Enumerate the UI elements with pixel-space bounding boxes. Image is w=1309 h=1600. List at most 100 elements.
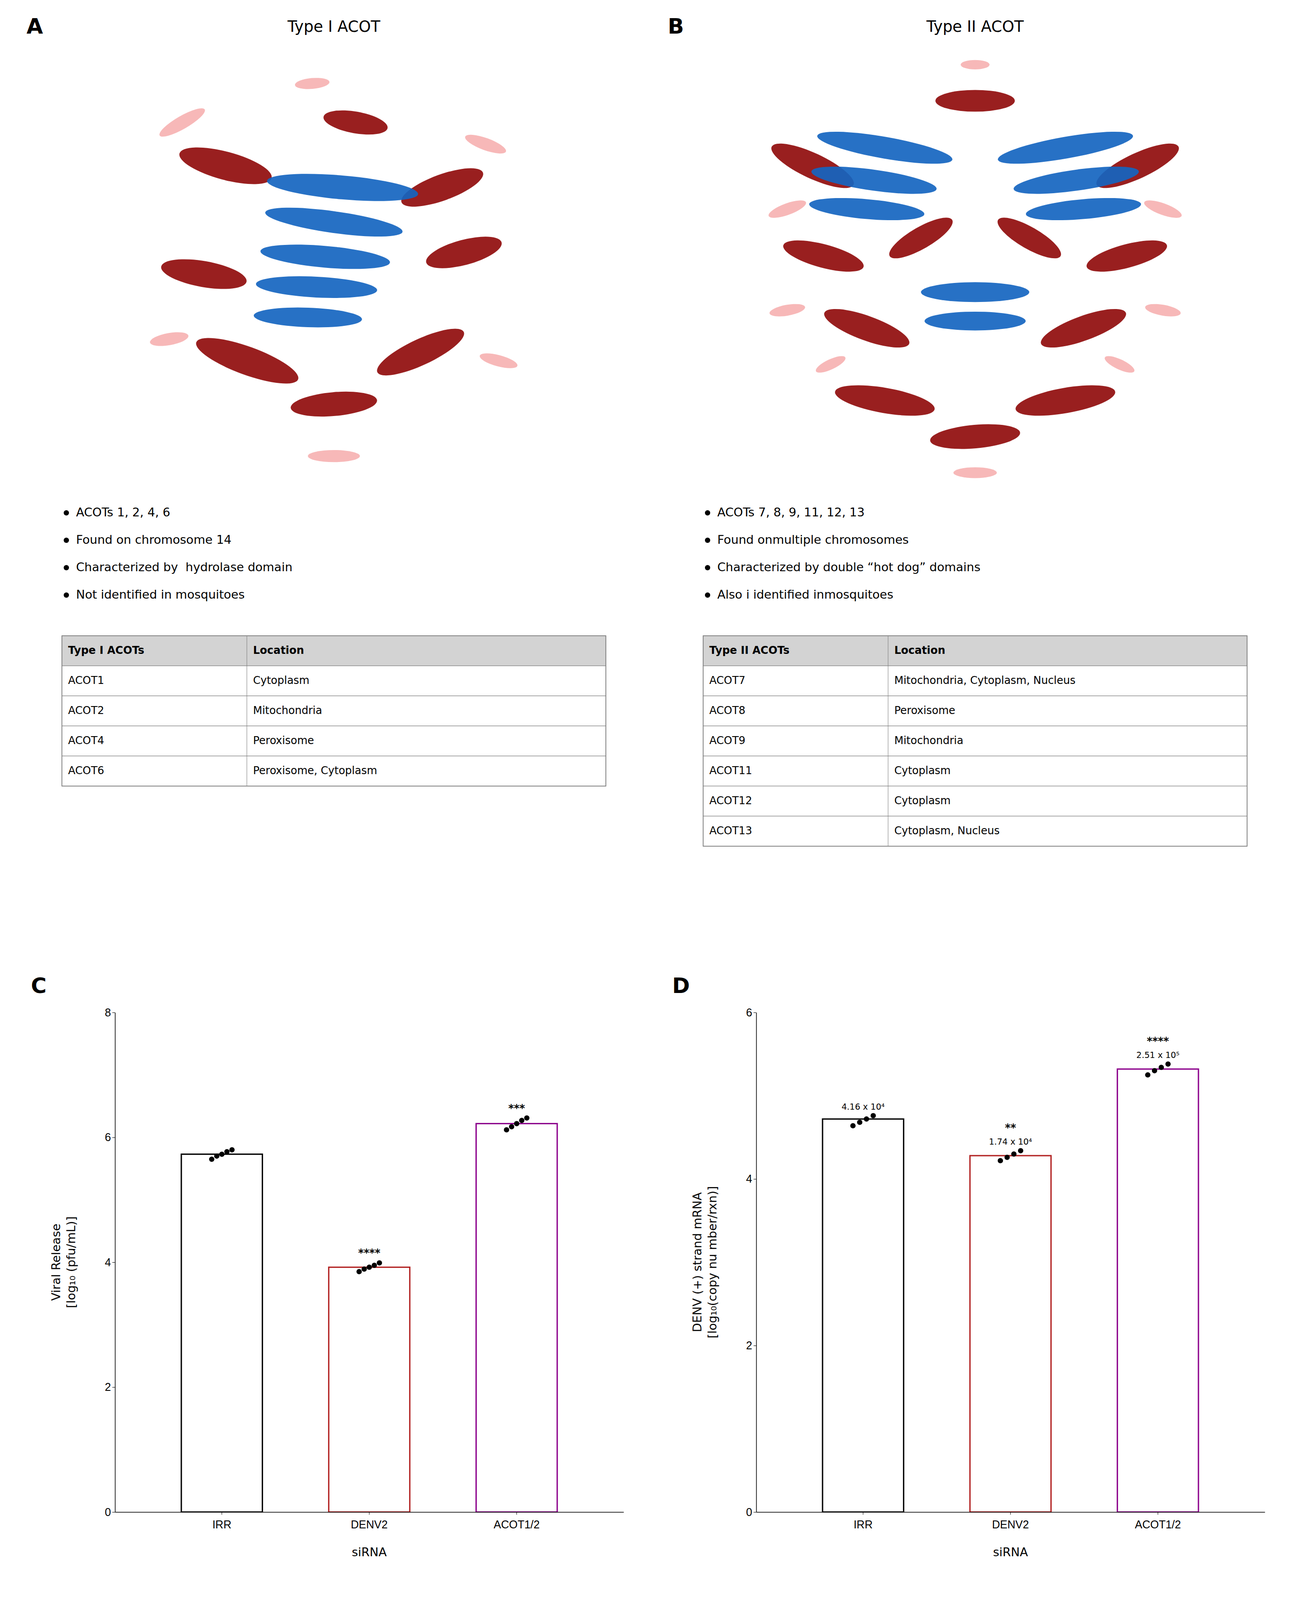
bullet-text: Characterized by hydrolase domain <box>76 560 293 575</box>
y-tick-label: 4 <box>746 1172 753 1186</box>
bar <box>1117 1069 1199 1513</box>
data-point <box>376 1260 383 1266</box>
protein-sheet <box>1012 160 1141 200</box>
protein-loop <box>307 450 360 463</box>
data-point <box>1144 1072 1151 1078</box>
protein-helice <box>158 253 249 295</box>
protein-sheet <box>808 194 926 225</box>
bullet-dot <box>704 510 711 516</box>
data-point <box>1152 1068 1158 1074</box>
protein-sheet <box>255 273 378 301</box>
protein-loop <box>1102 352 1137 376</box>
protein-loop <box>813 352 848 376</box>
x-tick-label: IRR <box>212 1518 232 1531</box>
protein-helice <box>176 139 276 192</box>
table-row <box>61 665 606 697</box>
y-axis: 02468 <box>104 1006 115 1519</box>
protein-helice <box>780 233 867 279</box>
x-tick-mark <box>862 1512 864 1516</box>
bullet-dot <box>704 592 711 598</box>
protein-helice <box>397 160 488 215</box>
protein-helice <box>422 230 505 276</box>
x-tick-mark <box>1157 1512 1159 1516</box>
table-header-text: Location <box>252 644 304 657</box>
table-header-text: Location <box>894 644 946 657</box>
data-point <box>857 1120 863 1126</box>
y-tick-label: 8 <box>104 1006 111 1019</box>
protein-cartoon <box>149 76 520 463</box>
table-cell-text: Cytoplasm <box>252 674 310 687</box>
bullet-dot <box>63 537 69 544</box>
table-header-text: Type I ACOTs <box>68 644 145 657</box>
protein-sheet <box>924 311 1026 331</box>
data-point <box>366 1264 372 1271</box>
protein-loop <box>463 130 508 157</box>
data-point <box>1158 1064 1164 1071</box>
significance-label: *** <box>508 1102 526 1115</box>
table-cell-text: Cytoplasm <box>894 794 951 808</box>
bullet-text: Not identified in mosquitoes <box>76 587 245 602</box>
y-tick-mark <box>112 1512 115 1513</box>
table-header-cell <box>61 635 606 666</box>
protein-sheet <box>995 125 1135 171</box>
protein-helice <box>321 106 390 139</box>
table-divider <box>246 696 248 727</box>
bar <box>328 1267 410 1513</box>
table-cell-text: ACOT4 <box>68 734 105 747</box>
panel-title: Type I ACOT <box>287 17 381 36</box>
protein-loop <box>766 196 808 222</box>
table-cell-text: ACOT6 <box>68 764 105 777</box>
y-tick: 0 <box>104 1506 115 1519</box>
protein-sheet <box>259 240 391 274</box>
bar <box>822 1119 904 1513</box>
y-tick-mark <box>112 1387 115 1389</box>
protein-sheet <box>810 160 939 200</box>
data-point <box>509 1124 515 1130</box>
table-row <box>703 786 1248 817</box>
table-row <box>703 696 1248 727</box>
y-tick-mark <box>753 1179 757 1180</box>
y-tick: 4 <box>746 1172 757 1186</box>
data-point <box>1004 1155 1010 1161</box>
table-row <box>61 726 606 757</box>
protein-loop <box>953 467 997 479</box>
bullet-text: Found on​multiple chromosomes <box>717 532 909 547</box>
table-cell-text: Mitochondria, Cytoplasm, Nucleus <box>894 674 1076 687</box>
bar <box>969 1155 1051 1513</box>
y-tick: 4 <box>104 1256 115 1269</box>
plot-area <box>822 1061 1199 1513</box>
protein-helice <box>191 329 303 393</box>
panel-label: C <box>30 973 47 999</box>
x-tick-mark <box>516 1512 517 1516</box>
bullet-dot <box>63 565 69 571</box>
panel: BType II ACOTACOTs 7, 8, 9, 11, 12, 13Fo… <box>667 13 1248 847</box>
y-tick: 6 <box>104 1131 115 1144</box>
protein-loop <box>960 60 990 70</box>
protein-helice <box>1037 301 1131 356</box>
y-tick-label: 0 <box>104 1506 111 1519</box>
data-point <box>214 1153 220 1160</box>
protein-loop <box>768 302 807 319</box>
table: Type I ACOTsLocationACOT1CytoplasmACOT2M… <box>61 635 606 787</box>
table-cell-text: Peroxisome, Cytoplasm <box>252 764 378 777</box>
table-cell-text: Cytoplasm, Nucleus <box>894 824 1000 838</box>
bullet-dot <box>704 565 711 571</box>
protein-helice <box>371 320 470 384</box>
data-point <box>1011 1151 1017 1157</box>
protein-loop <box>478 350 520 372</box>
bullet-text: Also i identified in​mosquitoes <box>717 587 894 602</box>
table-divider <box>887 665 889 697</box>
data-point <box>863 1116 869 1122</box>
protein-loop <box>1142 196 1184 222</box>
x-axis: IRRDENV2ACOT1/2 <box>756 1512 1266 1531</box>
bullet-dot <box>704 537 711 544</box>
protein-loop <box>149 329 190 349</box>
y-tick-label: 6 <box>746 1006 753 1019</box>
protein-sheet <box>815 125 955 171</box>
table-cell-text: ACOT8 <box>709 704 746 717</box>
table-divider <box>887 635 889 666</box>
table-divider <box>887 726 889 757</box>
panel-label: D <box>672 973 690 999</box>
x-tick-label: ACOT1/2 <box>493 1518 540 1531</box>
protein-sheet <box>265 168 419 207</box>
